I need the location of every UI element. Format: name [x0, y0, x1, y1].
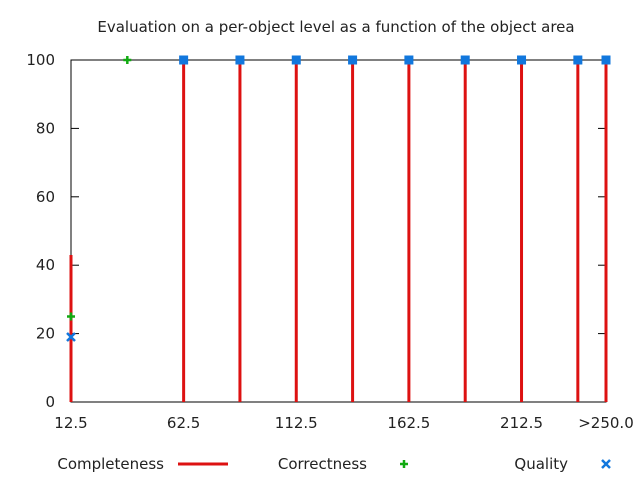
quality-point	[601, 55, 611, 65]
x-tick-label: 212.5	[500, 414, 543, 432]
correctness-point	[123, 56, 132, 64]
legend-swatch-quality	[601, 459, 611, 469]
legend-label-correctness: Correctness	[278, 455, 367, 473]
correctness-point	[67, 312, 75, 321]
y-tick-label: 100	[26, 51, 55, 69]
quality-point	[291, 55, 301, 65]
legend-label-completeness: Completeness	[57, 455, 164, 473]
legend-swatch-correctness	[400, 460, 408, 468]
chart-title: Evaluation on a per-object level as a fu…	[97, 18, 574, 36]
x-tick-label: 62.5	[167, 414, 200, 432]
quality-point	[460, 55, 470, 65]
quality-point	[517, 55, 527, 65]
quality-point	[348, 55, 358, 65]
plot-frame	[70, 59, 607, 403]
quality-point	[235, 55, 245, 65]
x-tick-label: 162.5	[387, 414, 430, 432]
y-tick-label: 80	[36, 119, 55, 137]
legend-label-quality: Quality	[514, 455, 568, 473]
quality-point	[179, 55, 189, 65]
x-tick-label: 112.5	[275, 414, 318, 432]
x-tick-label: 12.5	[54, 414, 87, 432]
y-tick-label: 0	[45, 393, 55, 411]
y-tick-label: 60	[36, 188, 55, 206]
quality-point	[573, 55, 583, 65]
y-tick-label: 40	[36, 256, 55, 274]
quality-point	[66, 332, 76, 342]
y-tick-label: 20	[36, 325, 55, 343]
x-tick-label: >250.0	[578, 414, 634, 432]
quality-point	[404, 55, 414, 65]
